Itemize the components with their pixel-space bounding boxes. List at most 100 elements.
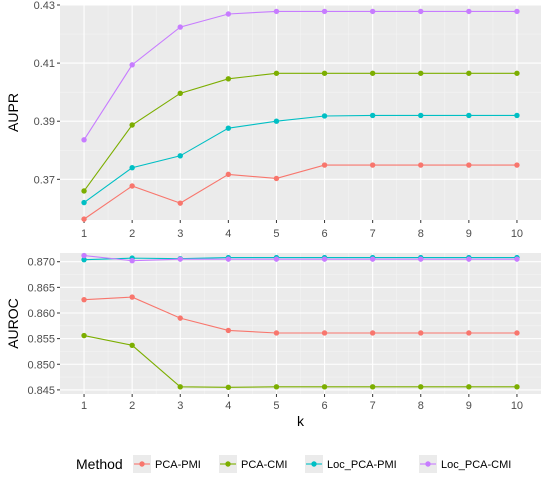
data-point-pca-pmi xyxy=(369,330,376,336)
data-point-pca-pmi xyxy=(418,162,424,168)
data-point-pca-cmi xyxy=(466,70,472,76)
x-tick-label: 3 xyxy=(177,400,183,412)
legend-key-point xyxy=(139,461,145,467)
data-point-loc-pca-cmi xyxy=(81,137,87,143)
data-point-loc-pca-cmi xyxy=(129,257,135,264)
x-tick-label: 6 xyxy=(321,228,327,240)
data-point-loc-pca-cmi xyxy=(369,8,376,15)
data-point-pca-pmi xyxy=(129,183,135,189)
x-tick-label: 1 xyxy=(81,400,87,412)
data-point-loc-pca-pmi xyxy=(369,112,376,119)
x-tick-label: 10 xyxy=(511,228,523,240)
data-point-loc-pca-cmi xyxy=(514,256,520,262)
data-point-loc-pca-cmi xyxy=(129,62,135,68)
data-point-loc-pca-cmi xyxy=(273,256,280,262)
aupr-panel: 0.37 0.39 0.41 0.43 1 2 3 4 5 6 7 8 9 10 AUPR xyxy=(5,0,541,240)
data-point-pca-pmi xyxy=(177,200,183,206)
data-point-pca-cmi xyxy=(369,384,376,390)
series-line-pca-cmi xyxy=(83,72,517,192)
data-point-pca-pmi xyxy=(225,327,232,334)
data-point-pca-cmi xyxy=(273,70,280,76)
data-point-loc-pca-cmi xyxy=(225,11,232,17)
data-point-pca-cmi xyxy=(225,76,232,82)
x-tick-label: 2 xyxy=(129,400,135,412)
data-point-loc-pca-cmi xyxy=(177,24,183,30)
x-tick-label: 9 xyxy=(466,400,472,412)
data-point-pca-cmi xyxy=(418,70,424,76)
data-point-pca-cmi xyxy=(466,384,472,390)
data-point-pca-cmi xyxy=(129,342,135,348)
x-tick-label: 9 xyxy=(466,228,472,240)
data-point-loc-pca-pmi xyxy=(273,118,280,124)
x-tick-label: 4 xyxy=(225,228,231,240)
data-point-loc-pca-cmi xyxy=(225,256,232,262)
y-tick-label: 0.39 xyxy=(34,116,55,128)
y-tick-label: 0.855 xyxy=(27,334,55,346)
data-point-pca-pmi xyxy=(81,216,87,222)
x-tick-label: 3 xyxy=(177,228,183,240)
x-tick-label: 4 xyxy=(225,400,231,412)
data-point-loc-pca-pmi xyxy=(225,125,232,131)
legend-key-point xyxy=(225,461,231,467)
series-line-pca-cmi xyxy=(83,335,517,388)
data-point-pca-pmi xyxy=(129,294,135,300)
data-point-pca-cmi xyxy=(418,384,424,390)
x-tick-label: 8 xyxy=(418,228,424,240)
legend-key-point xyxy=(425,461,431,467)
data-point-pca-cmi xyxy=(369,70,376,76)
legend-entry-label: PCA-CMI xyxy=(241,459,287,471)
data-point-pca-pmi xyxy=(466,330,472,336)
y-tick-label: 0.41 xyxy=(34,58,55,70)
data-point-pca-cmi xyxy=(81,188,87,194)
data-point-loc-pca-cmi xyxy=(466,256,472,262)
y-tick-label: 0.850 xyxy=(27,359,55,371)
data-point-pca-pmi xyxy=(514,330,520,336)
series-line-loc-pca-pmi xyxy=(83,114,517,204)
data-point-pca-cmi xyxy=(177,90,183,97)
series-line-loc-pca-pmi xyxy=(84,257,517,261)
y-axis-label: AUROC xyxy=(5,298,21,349)
data-point-pca-cmi xyxy=(225,384,232,391)
data-point-loc-pca-cmi xyxy=(466,8,472,15)
data-point-pca-pmi xyxy=(466,162,472,168)
x-tick-label: 7 xyxy=(370,228,376,240)
x-tick-label: 5 xyxy=(273,228,279,240)
x-tick-label: 6 xyxy=(321,400,327,412)
data-point-loc-pca-cmi xyxy=(418,8,424,15)
data-point-loc-pca-pmi xyxy=(81,256,87,263)
x-tick-label: 10 xyxy=(511,400,523,412)
legend-key-point xyxy=(311,461,317,467)
data-point-pca-pmi xyxy=(273,330,280,336)
data-point-pca-cmi xyxy=(321,70,328,76)
x-axis-label: k xyxy=(297,413,305,429)
data-point-loc-pca-cmi xyxy=(321,8,328,15)
data-point-loc-pca-pmi xyxy=(81,199,87,206)
data-point-loc-pca-pmi xyxy=(514,112,520,119)
data-point-pca-cmi xyxy=(273,384,280,390)
data-point-loc-pca-cmi xyxy=(514,8,520,15)
data-point-pca-cmi xyxy=(514,384,520,390)
series-line-loc-pca-cmi xyxy=(83,10,517,141)
y-tick-label: 0.37 xyxy=(34,174,55,186)
data-point-pca-cmi xyxy=(81,332,87,339)
data-point-loc-pca-pmi xyxy=(129,165,135,171)
legend-entry-label: PCA-PMI xyxy=(155,459,201,471)
x-tick-label: 7 xyxy=(370,400,376,412)
data-point-loc-pca-pmi xyxy=(321,113,328,119)
data-point-pca-pmi xyxy=(321,162,328,168)
y-tick-label: 0.870 xyxy=(27,257,55,269)
y-tick-label: 0.43 xyxy=(34,0,55,12)
x-tick-label: 8 xyxy=(418,400,424,412)
data-point-pca-cmi xyxy=(321,384,328,390)
x-tick-label: 2 xyxy=(129,228,135,240)
auroc-panel: 0.845 0.850 0.855 0.860 0.865 0.870 1 2 3 4 5 6 7 8 9 1… xyxy=(5,252,541,412)
y-tick-label: 0.865 xyxy=(27,282,55,294)
y-axis-label: AUPR xyxy=(5,93,21,132)
y-tick-label: 0.845 xyxy=(27,385,55,397)
y-tick-label: 0.860 xyxy=(27,308,55,320)
data-point-pca-cmi xyxy=(177,384,183,390)
data-point-pca-cmi xyxy=(129,122,135,128)
data-point-pca-pmi xyxy=(225,171,232,178)
x-tick-label: 5 xyxy=(273,400,279,412)
data-point-loc-pca-cmi xyxy=(418,256,424,262)
